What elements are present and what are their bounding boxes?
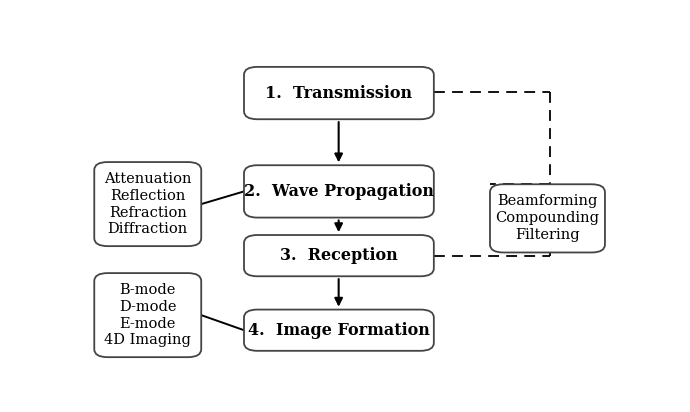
Text: 1.  Transmission: 1. Transmission bbox=[266, 84, 413, 102]
FancyBboxPatch shape bbox=[244, 235, 434, 276]
Text: Beamforming: Beamforming bbox=[497, 194, 598, 208]
Text: Reflection: Reflection bbox=[110, 189, 186, 203]
Text: B-mode: B-mode bbox=[119, 283, 176, 297]
Text: Filtering: Filtering bbox=[515, 228, 580, 242]
Text: 4D Imaging: 4D Imaging bbox=[104, 333, 191, 347]
Text: E-mode: E-mode bbox=[119, 316, 176, 330]
FancyBboxPatch shape bbox=[244, 67, 434, 119]
Text: Compounding: Compounding bbox=[495, 211, 600, 225]
FancyBboxPatch shape bbox=[95, 273, 201, 357]
Text: Attenuation: Attenuation bbox=[104, 172, 192, 186]
FancyBboxPatch shape bbox=[244, 165, 434, 218]
FancyBboxPatch shape bbox=[95, 162, 201, 246]
Text: 4.  Image Formation: 4. Image Formation bbox=[248, 322, 430, 339]
Text: D-mode: D-mode bbox=[119, 300, 177, 314]
Text: 2.  Wave Propagation: 2. Wave Propagation bbox=[244, 183, 434, 200]
FancyBboxPatch shape bbox=[490, 184, 605, 253]
FancyBboxPatch shape bbox=[244, 309, 434, 351]
Text: Refraction: Refraction bbox=[109, 206, 187, 220]
Text: 3.  Reception: 3. Reception bbox=[280, 247, 398, 264]
Text: Diffraction: Diffraction bbox=[108, 222, 188, 236]
